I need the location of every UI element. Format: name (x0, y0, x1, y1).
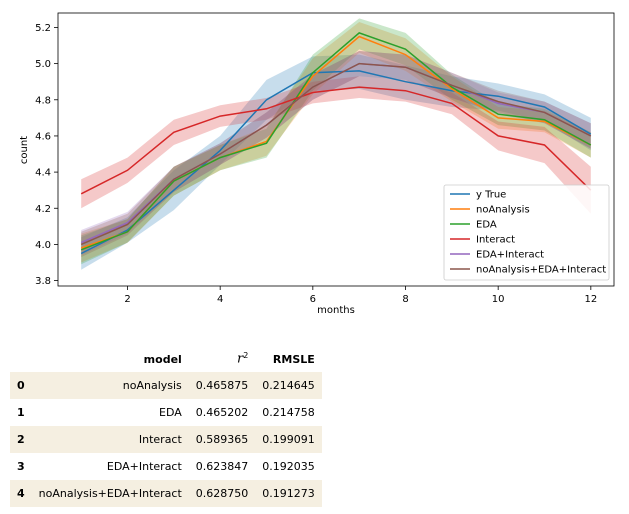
y-tick-label: 4.0 (35, 240, 51, 251)
row-index: 4 (17, 487, 25, 500)
plot-frame (57, 12, 615, 287)
r2-header-exponent: 2 (243, 351, 249, 361)
series-lines (80, 32, 592, 255)
legend-label: noAnalysis (476, 205, 530, 216)
r2-header-symbol: r (236, 351, 244, 367)
x-tick-label: 2 (124, 294, 130, 305)
y-axis-label: count (19, 136, 30, 164)
y-tick-label: 3.8 (35, 276, 51, 287)
model-cell: EDA (159, 406, 182, 419)
table-row: 0 noAnalysis 0.465875 0.214645 (10, 372, 322, 399)
band-eda (81, 18, 591, 265)
table-row: 4 noAnalysis+EDA+Interact 0.628750 0.191… (10, 480, 322, 507)
y-tick-label: 4.6 (35, 131, 51, 142)
table-row: 3 EDA+Interact 0.623847 0.192035 (10, 453, 322, 480)
rmsle-cell: 0.192035 (262, 460, 315, 473)
index-header (10, 346, 32, 372)
y-tick-label: 4.4 (35, 168, 51, 179)
model-cell: EDA+Interact (106, 460, 182, 473)
model-cell: Interact (138, 433, 182, 446)
x-tick-label: 6 (310, 294, 316, 305)
y-axis-ticks: 3.8 4.0 4.2 4.4 4.6 4.8 5.0 5.2 (35, 23, 58, 287)
band-noanalysis (81, 22, 591, 263)
line-chart: 2 4 6 8 10 12 3.8 4.0 4.2 4.4 4.6 4.8 5.0 5.2 months… (19, 12, 615, 316)
legend-label: EDA (476, 220, 497, 231)
rmsle-cell: 0.214758 (262, 406, 315, 419)
table-row: 1 EDA 0.465202 0.214758 (10, 399, 322, 426)
legend-label: noAnalysis+EDA+Interact (476, 265, 606, 276)
legend-label: Interact (476, 235, 515, 246)
series-line-y-true (80, 70, 592, 255)
model-cell: noAnalysis (122, 379, 182, 392)
series-line-noanalysis-eda-interact (80, 62, 592, 246)
x-axis-ticks: 2 4 6 8 10 12 (124, 286, 597, 305)
rmsle-cell: 0.199091 (262, 433, 315, 446)
legend-label: y True (476, 190, 506, 201)
legend-frame (443, 184, 610, 281)
y-tick-label: 5.0 (35, 59, 51, 70)
model-header: model (143, 352, 182, 366)
rmsle-cell: 0.191273 (262, 487, 315, 500)
x-tick-label: 4 (217, 294, 223, 305)
r2-cell: 0.628750 (195, 487, 249, 500)
r2-header: r2 (189, 346, 256, 372)
series-line-eda (80, 32, 592, 251)
table-row: 2 Interact 0.589365 0.199091 (10, 426, 322, 453)
row-index: 3 (17, 460, 25, 473)
r2-cell: 0.465875 (195, 379, 249, 392)
r2-cell: 0.589365 (195, 433, 249, 446)
x-tick-label: 10 (492, 294, 505, 305)
r2-cell: 0.623847 (195, 460, 249, 473)
x-axis-label: months (317, 305, 355, 316)
table-header-row: model r2 RMSLE (10, 346, 322, 372)
row-index: 0 (17, 379, 25, 392)
results-table: model r2 RMSLE 0 noAnalysis 0.465875 0.2… (10, 346, 322, 507)
model-cell: noAnalysis+EDA+Interact (38, 487, 182, 500)
row-index: 1 (17, 406, 25, 419)
y-tick-label: 4.2 (35, 204, 51, 215)
x-tick-label: 12 (584, 294, 597, 305)
chart-legend: y True noAnalysis EDA Interact EDA+Interact n… (443, 184, 610, 281)
y-tick-label: 5.2 (35, 23, 51, 34)
legend-label: EDA+Interact (476, 250, 544, 261)
y-tick-label: 4.8 (35, 95, 51, 106)
x-tick-label: 8 (402, 294, 408, 305)
r2-cell: 0.465202 (195, 406, 249, 419)
rmsle-header: RMSLE (272, 352, 315, 366)
series-line-interact (80, 86, 592, 195)
rmsle-cell: 0.214645 (262, 379, 315, 392)
row-index: 2 (17, 433, 25, 446)
